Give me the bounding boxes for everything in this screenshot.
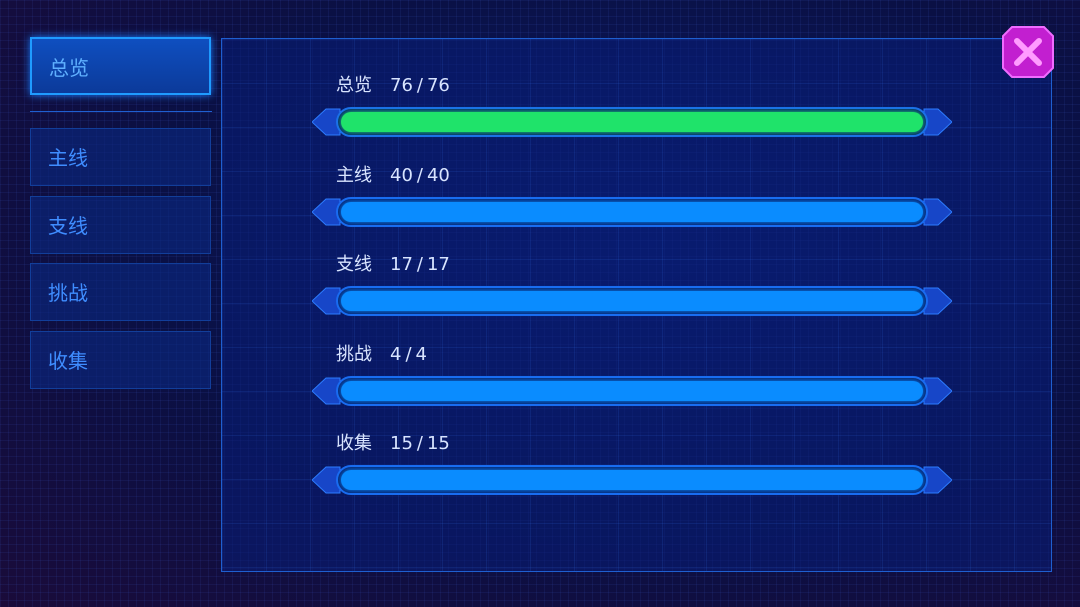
separator: / [416, 164, 423, 186]
row-title: 支线 [336, 254, 372, 275]
row-label: 总览 76/76 [336, 71, 454, 97]
separator: / [416, 433, 423, 454]
bar-frame [312, 108, 952, 136]
separator: / [416, 254, 423, 275]
row-title: 收集 [336, 433, 372, 454]
row-title: 总览 [336, 75, 372, 96]
tab[interactable]: 挑战 [30, 263, 211, 321]
current-count: 4 [390, 343, 402, 365]
divider [30, 111, 212, 112]
bar-track [336, 286, 928, 316]
separator: / [405, 343, 412, 365]
row-label: 挑战 4/4 [336, 340, 431, 366]
bar-track [336, 465, 928, 495]
bar-fill [341, 470, 923, 490]
current-count: 17 [390, 254, 413, 275]
progress-bar [312, 374, 952, 408]
bar-track [336, 196, 928, 227]
bar-track [336, 107, 928, 137]
total-count: 4 [415, 343, 427, 365]
bar-fill [341, 380, 923, 401]
progress-bar [312, 284, 952, 318]
tab[interactable]: 支线 [30, 196, 211, 254]
current-count: 15 [390, 433, 413, 454]
bar-frame [312, 466, 952, 494]
tab[interactable]: 主线 [30, 128, 211, 186]
total-count: 15 [426, 433, 450, 454]
bar-frame [312, 198, 952, 225]
row-label: 支线 17/17 [336, 250, 454, 276]
row-label: 主线 40/40 [336, 161, 454, 187]
current-count: 40 [390, 164, 413, 186]
bar-fill [341, 112, 923, 132]
close-button[interactable] [1002, 26, 1054, 78]
progress-bar [312, 463, 952, 497]
bar-fill [341, 291, 923, 311]
total-count: 40 [426, 164, 450, 186]
separator: / [416, 75, 423, 96]
row-title: 主线 [336, 164, 372, 186]
bar-fill [341, 201, 923, 222]
total-count: 76 [426, 75, 450, 96]
bar-frame [312, 287, 952, 315]
tab[interactable]: 收集 [30, 331, 211, 389]
bar-track [336, 375, 928, 406]
tab[interactable]: 总览 [30, 37, 211, 95]
total-count: 17 [426, 254, 450, 275]
progress-bar [312, 195, 952, 229]
row-title: 挑战 [336, 343, 372, 365]
progress-bar [312, 105, 952, 139]
current-count: 76 [390, 75, 413, 96]
row-label: 收集 15/15 [336, 429, 454, 455]
